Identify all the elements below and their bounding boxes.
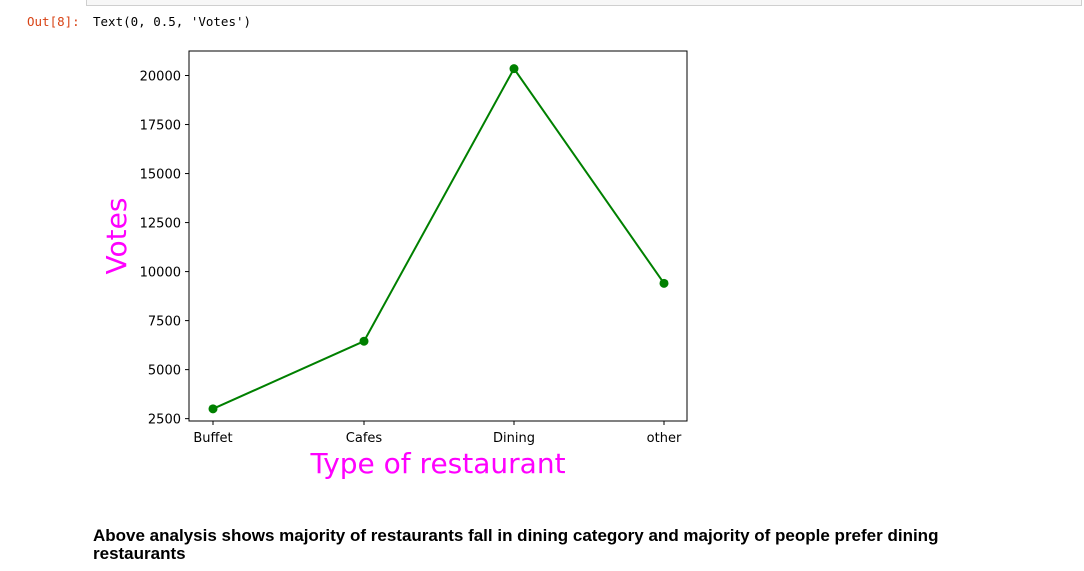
output-prompt: Out[8]: bbox=[27, 14, 80, 29]
output-text: Text(0, 0.5, 'Votes') bbox=[93, 14, 252, 29]
previous-cell-border bbox=[86, 0, 1082, 6]
y-tick-label: 5000 bbox=[148, 364, 181, 379]
x-tick-label: Dining bbox=[493, 431, 535, 446]
plot-frame bbox=[188, 50, 688, 422]
y-axis-ticks: 2500 5000 7500 10000 12500 15000 17500 20000 bbox=[140, 70, 189, 428]
y-axis-label: Votes bbox=[100, 198, 133, 275]
y-tick-label: 10000 bbox=[140, 266, 181, 281]
data-point bbox=[208, 404, 218, 414]
y-tick-label: 20000 bbox=[140, 70, 181, 85]
y-tick-label: 12500 bbox=[140, 217, 181, 232]
x-axis-label: Type of restaurant bbox=[309, 447, 565, 480]
x-tick-label: Buffet bbox=[193, 431, 232, 446]
data-point bbox=[509, 64, 519, 74]
data-point bbox=[659, 278, 669, 288]
y-tick-label: 7500 bbox=[148, 315, 181, 330]
data-points bbox=[208, 64, 669, 414]
y-tick-label: 2500 bbox=[148, 413, 181, 428]
x-tick-label: other bbox=[647, 431, 682, 446]
markdown-conclusion: Above analysis shows majority of restaur… bbox=[93, 526, 939, 563]
x-axis-ticks: Buffet Cafes Dining other bbox=[193, 421, 682, 446]
series-line bbox=[212, 66, 665, 410]
x-tick-label: Cafes bbox=[346, 431, 383, 446]
data-point bbox=[359, 336, 369, 346]
y-tick-label: 15000 bbox=[140, 168, 181, 183]
y-tick-label: 17500 bbox=[140, 119, 181, 134]
line-chart: 2500 5000 7500 10000 12500 15000 17500 20000 Bu… bbox=[100, 50, 688, 480]
